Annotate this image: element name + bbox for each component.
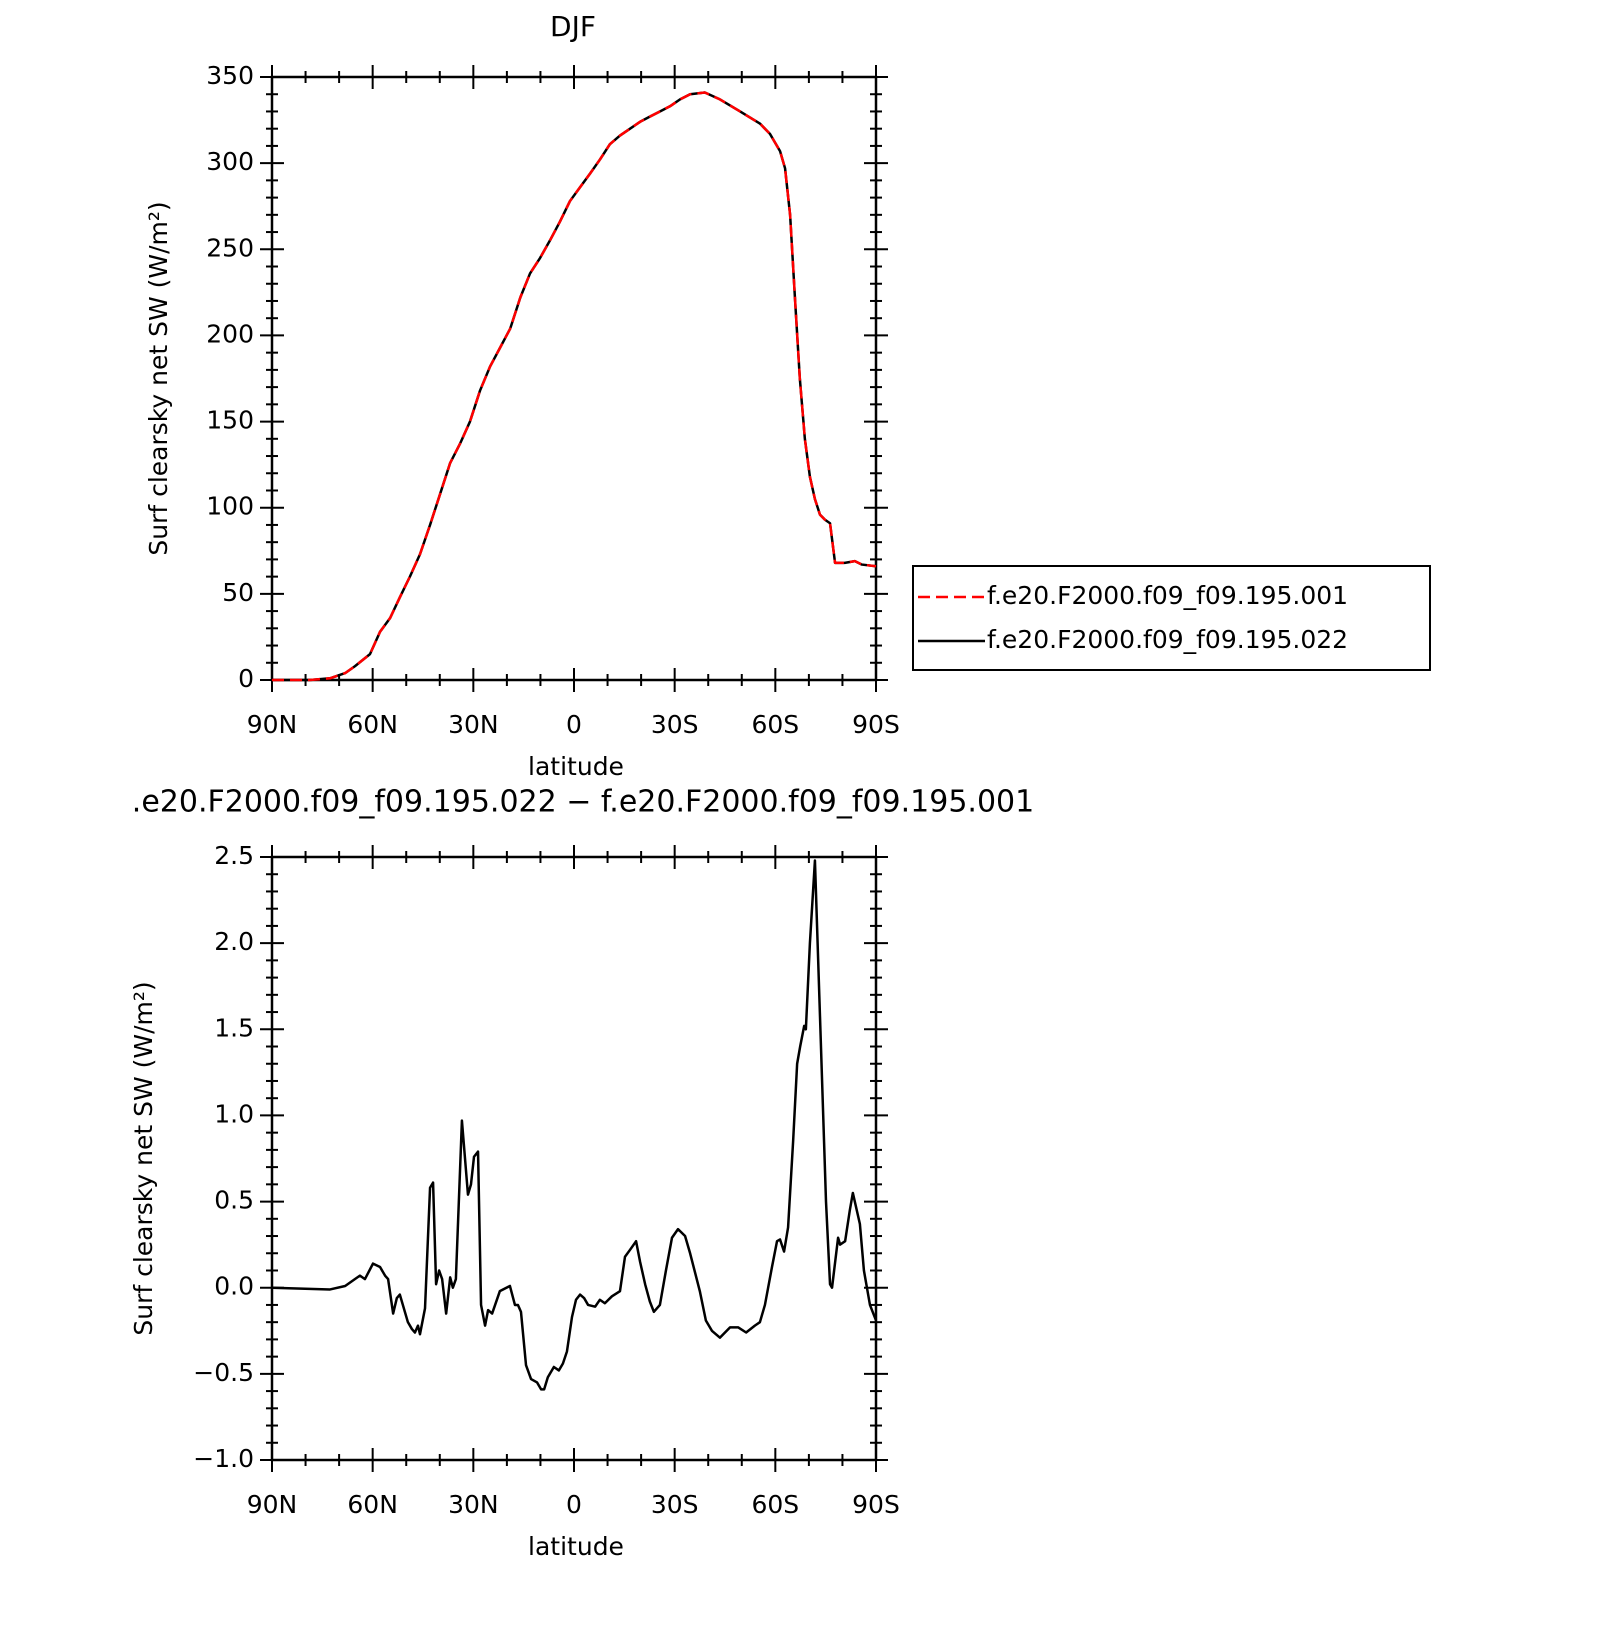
- x-tick-label: 0: [566, 1490, 582, 1519]
- chart-title: DJF: [550, 10, 596, 43]
- y-tick-label: 1.5: [214, 1013, 254, 1042]
- y-tick-label: 50: [222, 578, 254, 607]
- y-tick-label: 0.5: [214, 1186, 254, 1215]
- y-tick-label: 350: [206, 61, 254, 90]
- x-tick-label: 90S: [852, 710, 900, 739]
- x-tick-label: 90N: [247, 1490, 298, 1519]
- y-tick-label: 200: [206, 319, 254, 348]
- y-tick-label: 2.0: [214, 927, 254, 956]
- x-tick-label: 0: [566, 710, 582, 739]
- y-tick-label: 250: [206, 233, 254, 262]
- x-tick-label: 30S: [651, 1490, 699, 1519]
- y-tick-label: 300: [206, 147, 254, 176]
- x-tick-label: 90S: [852, 1490, 900, 1519]
- x-tick-label: 60N: [347, 710, 398, 739]
- y-tick-label: 1.0: [214, 1099, 254, 1128]
- plot-frame: [270, 855, 878, 1462]
- y-axis-label: Surf clearsky net SW (W/m²): [129, 981, 158, 1335]
- y-tick-label: 0.0: [214, 1272, 254, 1301]
- x-axis-label: latitude: [528, 1532, 624, 1561]
- x-tick-label: 90N: [247, 710, 298, 739]
- y-tick-label: 100: [206, 492, 254, 521]
- y-tick-label: 150: [206, 406, 254, 435]
- x-tick-label: 30N: [448, 1490, 499, 1519]
- y-tick-label: −1.0: [193, 1444, 254, 1473]
- data-line: [272, 91, 877, 682]
- x-tick-label: 30N: [448, 710, 499, 739]
- chart-title: .e20.F2000.f09_f09.195.022 − f.e20.F2000…: [132, 785, 1034, 820]
- y-tick-label: 2.5: [214, 841, 254, 870]
- y-axis-label: Surf clearsky net SW (W/m²): [144, 201, 173, 555]
- x-tick-label: 30S: [651, 710, 699, 739]
- x-tick-label: 60S: [751, 1490, 799, 1519]
- y-tick-label: 0: [238, 664, 254, 693]
- x-tick-label: 60N: [347, 1490, 398, 1519]
- x-tick-label: 60S: [751, 710, 799, 739]
- legend-label: f.e20.F2000.f09_f09.195.001: [987, 581, 1348, 610]
- x-axis-label: latitude: [528, 752, 624, 781]
- legend-label: f.e20.F2000.f09_f09.195.022: [987, 625, 1348, 654]
- y-tick-label: −0.5: [193, 1358, 254, 1387]
- legend-box: [912, 565, 1431, 671]
- data-line: [271, 859, 878, 1391]
